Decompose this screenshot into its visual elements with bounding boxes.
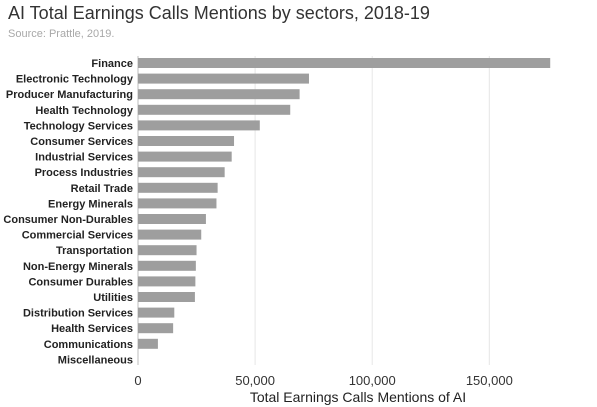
category-label: Retail Trade xyxy=(71,183,133,195)
bar xyxy=(138,307,175,318)
category-label: Consumer Services xyxy=(30,136,133,148)
x-tick-label: 100,000 xyxy=(349,373,396,388)
category-label: Utilities xyxy=(93,292,133,304)
category-label: Miscellaneous xyxy=(58,354,133,366)
bar xyxy=(138,292,195,302)
category-label: Electronic Technology xyxy=(16,74,134,86)
category-label: Producer Manufacturing xyxy=(6,89,133,101)
bar xyxy=(138,182,218,193)
bar xyxy=(138,73,309,84)
bar xyxy=(138,198,217,209)
category-labels: Finance Electronic Technology Producer Man… xyxy=(3,58,133,366)
x-tick-label: 50,000 xyxy=(235,373,275,388)
x-axis-ticks: 0 50,000 100,000 150,000 xyxy=(134,373,512,388)
category-label: Industrial Services xyxy=(35,152,133,164)
category-label: Health Services xyxy=(51,323,133,335)
chart-title: AI Total Earnings Calls Mentions by sect… xyxy=(8,3,430,23)
gridlines xyxy=(137,56,490,365)
bar xyxy=(138,167,225,178)
category-label: Energy Minerals xyxy=(48,198,133,210)
bar xyxy=(138,151,232,162)
category-label: Communications xyxy=(44,339,133,351)
bar xyxy=(138,136,235,146)
x-tick-label: 150,000 xyxy=(466,373,513,388)
bar xyxy=(138,260,196,271)
category-label: Transportation xyxy=(56,245,133,257)
x-axis-title: Total Earnings Calls Mentions of AI xyxy=(250,389,466,405)
category-label: Distribution Services xyxy=(23,308,133,320)
category-label: Technology Services xyxy=(24,120,133,132)
bar xyxy=(138,120,260,131)
bar xyxy=(138,245,197,256)
bar xyxy=(138,229,202,240)
bar xyxy=(138,214,206,224)
bar xyxy=(138,276,196,287)
bar xyxy=(138,89,300,100)
bar xyxy=(138,58,551,68)
category-label: Process Industries xyxy=(35,167,133,179)
category-label: Health Technology xyxy=(35,105,133,117)
bars xyxy=(138,58,551,349)
bar xyxy=(138,338,158,349)
category-label: Non-Energy Minerals xyxy=(23,261,133,273)
bar xyxy=(138,323,174,334)
category-label: Commercial Services xyxy=(22,230,133,242)
category-label: Finance xyxy=(91,58,133,70)
category-label: Consumer Durables xyxy=(28,276,133,288)
category-label: Consumer Non-Durables xyxy=(3,214,133,226)
chart-subtitle: Source: Prattle, 2019. xyxy=(8,28,115,40)
bar xyxy=(138,104,291,115)
x-tick-label: 0 xyxy=(134,373,141,388)
